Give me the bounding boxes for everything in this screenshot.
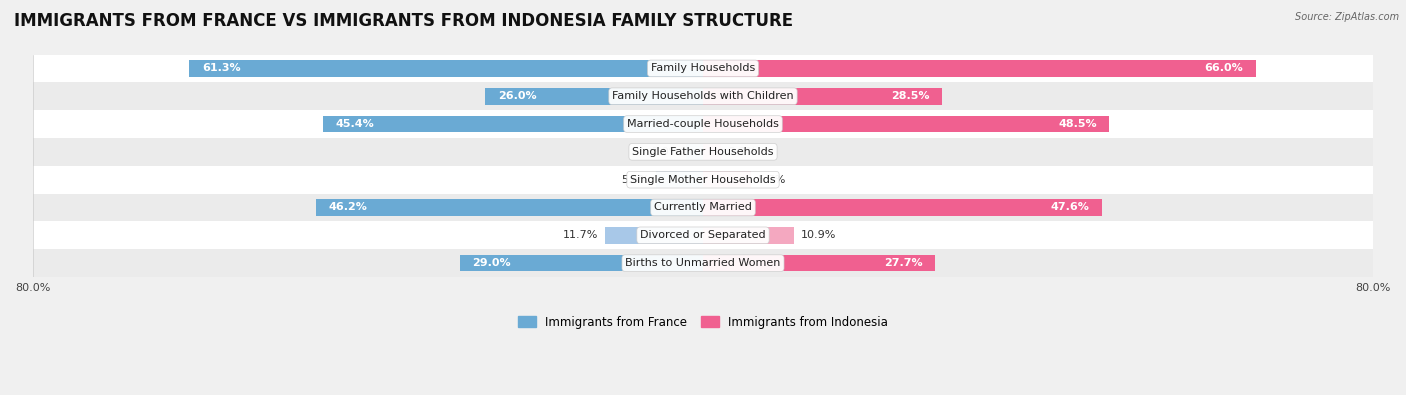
- Text: 11.7%: 11.7%: [562, 230, 599, 240]
- Text: 28.5%: 28.5%: [891, 91, 929, 101]
- Legend: Immigrants from France, Immigrants from Indonesia: Immigrants from France, Immigrants from …: [513, 311, 893, 333]
- Bar: [32, 138, 1374, 166]
- Text: 2.0%: 2.0%: [651, 147, 679, 157]
- Bar: [703, 143, 721, 160]
- Bar: [703, 199, 1102, 216]
- Text: Divorced or Separated: Divorced or Separated: [640, 230, 766, 240]
- Bar: [190, 60, 703, 77]
- Bar: [32, 55, 1374, 82]
- Text: 48.5%: 48.5%: [1059, 119, 1097, 129]
- Bar: [605, 227, 703, 244]
- Bar: [32, 82, 1374, 110]
- Bar: [316, 199, 703, 216]
- Bar: [703, 255, 935, 271]
- Bar: [32, 110, 1374, 138]
- Bar: [32, 222, 1374, 249]
- Text: 26.0%: 26.0%: [498, 91, 536, 101]
- Text: 27.7%: 27.7%: [884, 258, 922, 268]
- Text: 47.6%: 47.6%: [1050, 203, 1090, 213]
- Bar: [322, 116, 703, 132]
- Text: 5.6%: 5.6%: [621, 175, 650, 185]
- Text: 5.7%: 5.7%: [758, 175, 786, 185]
- Text: 45.4%: 45.4%: [335, 119, 374, 129]
- Text: 66.0%: 66.0%: [1205, 64, 1243, 73]
- Bar: [703, 116, 1109, 132]
- Text: 46.2%: 46.2%: [329, 203, 367, 213]
- Text: 2.2%: 2.2%: [728, 147, 756, 157]
- Bar: [460, 255, 703, 271]
- Text: Births to Unmarried Women: Births to Unmarried Women: [626, 258, 780, 268]
- Text: Single Mother Households: Single Mother Households: [630, 175, 776, 185]
- Bar: [32, 249, 1374, 277]
- Text: Source: ZipAtlas.com: Source: ZipAtlas.com: [1295, 12, 1399, 22]
- Bar: [32, 194, 1374, 222]
- Text: Married-couple Households: Married-couple Households: [627, 119, 779, 129]
- Text: 10.9%: 10.9%: [801, 230, 837, 240]
- Bar: [657, 171, 703, 188]
- Bar: [686, 143, 703, 160]
- Text: Currently Married: Currently Married: [654, 203, 752, 213]
- Bar: [485, 88, 703, 105]
- Text: Family Households with Children: Family Households with Children: [612, 91, 794, 101]
- Text: IMMIGRANTS FROM FRANCE VS IMMIGRANTS FROM INDONESIA FAMILY STRUCTURE: IMMIGRANTS FROM FRANCE VS IMMIGRANTS FRO…: [14, 12, 793, 30]
- Bar: [703, 60, 1256, 77]
- Text: Single Father Households: Single Father Households: [633, 147, 773, 157]
- Bar: [703, 171, 751, 188]
- Bar: [32, 166, 1374, 194]
- Text: 61.3%: 61.3%: [202, 64, 240, 73]
- Bar: [703, 227, 794, 244]
- Text: Family Households: Family Households: [651, 64, 755, 73]
- Bar: [703, 88, 942, 105]
- Text: 29.0%: 29.0%: [472, 258, 512, 268]
